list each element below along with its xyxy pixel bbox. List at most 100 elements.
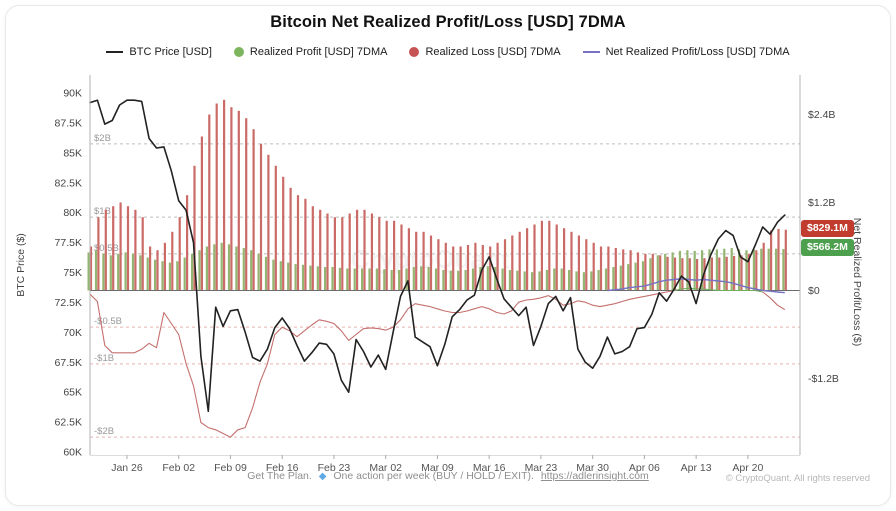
realized-profit-bar (338, 267, 341, 291)
realized-profit-bar (701, 250, 704, 291)
realized-profit-bar (560, 268, 563, 291)
realized-profit-bar (782, 249, 785, 291)
svg-text:$2B: $2B (94, 133, 111, 144)
realized-profit-bar (641, 261, 645, 291)
realized-profit-bar (220, 242, 223, 291)
svg-text:72.5K: 72.5K (55, 297, 82, 309)
realized-loss-bar (393, 220, 396, 291)
realized-loss-bar (444, 242, 447, 291)
realized-loss-bar (511, 235, 514, 291)
realized-loss-bar (555, 224, 558, 291)
realized-loss-bar (718, 257, 721, 291)
page-title: Bitcoin Net Realized Profit/Loss [USD] 7… (270, 13, 626, 31)
realized-profit-bar (745, 250, 748, 291)
realized-profit-bar (664, 253, 667, 291)
realized-loss-bar (215, 103, 218, 291)
realized-loss-value-badge: $829.1M (801, 220, 854, 237)
realized-profit-bar (775, 248, 778, 291)
realized-loss-bar (363, 209, 366, 291)
realized-loss-bar (496, 242, 499, 291)
realized-profit-bar (353, 268, 356, 291)
svg-text:67.5K: 67.5K (55, 357, 82, 369)
realized-loss-bar (348, 213, 351, 291)
realized-loss-bar (733, 256, 736, 291)
realized-profit-bar (117, 253, 120, 291)
footer-link[interactable]: https://adlerinsight.com (540, 470, 649, 482)
net-realized-line (89, 287, 786, 438)
realized-profit-bar (479, 267, 482, 291)
left-axis-title: BTC Price ($) (15, 233, 27, 297)
realized-profit-bar (738, 249, 741, 291)
realized-profit-bar (176, 261, 179, 291)
svg-text:Mar 30: Mar 30 (576, 462, 609, 474)
realized-profit-bar (146, 257, 149, 291)
realized-loss-bar (585, 239, 588, 291)
realized-loss-bar (311, 206, 314, 291)
legend-item-realized-profit[interactable]: Realized Profit [USD] 7DMA (233, 46, 387, 58)
realized-loss-bar (636, 252, 640, 291)
legend-label: BTC Price [USD] (129, 46, 212, 58)
realized-loss-bar (570, 231, 573, 291)
realized-loss-bar (385, 220, 388, 291)
realized-loss-bar (370, 213, 373, 291)
realized-profit-bar (767, 248, 770, 291)
svg-text:75K: 75K (63, 267, 82, 279)
realized-profit-bar (390, 270, 393, 291)
realized-profit-bar (619, 265, 622, 291)
realized-profit-bar (464, 270, 467, 291)
realized-profit-bar (538, 271, 541, 291)
realized-loss-bar (503, 239, 507, 291)
realized-profit-bar (604, 268, 608, 291)
realized-loss-bar (149, 246, 152, 291)
realized-loss-bar (119, 202, 122, 291)
realized-loss-bar (710, 257, 713, 291)
svg-text:Feb 16: Feb 16 (266, 462, 299, 474)
footer-text-mid: One action per week (BUY / HOLD / EXIT). (333, 470, 534, 482)
realized-profit-bar (287, 262, 290, 291)
realized-profit-bar (457, 270, 460, 291)
realized-profit-bar (752, 249, 755, 291)
btc-price-line (89, 99, 786, 413)
realized-profit-bar (375, 268, 378, 291)
realized-loss-bar (777, 228, 780, 291)
realized-profit-bar (398, 270, 401, 291)
realized-profit-bar (131, 253, 135, 291)
legend-item-net-realized[interactable]: Net Realized Profit/Loss [USD] 7DMA (582, 46, 790, 58)
realized-loss-bar (518, 231, 521, 291)
legend-item-btc-price[interactable]: BTC Price [USD] (106, 46, 212, 58)
realized-loss-bar (296, 195, 300, 291)
legend-item-realized-loss[interactable]: Realized Loss [USD] 7DMA (409, 46, 561, 58)
realized-loss-bar (186, 195, 189, 291)
realized-profit-bar (412, 267, 415, 291)
realized-profit-bar (686, 250, 689, 291)
realized-profit-bar (191, 253, 194, 291)
svg-text:60K: 60K (63, 447, 82, 459)
realized-loss-bar (112, 206, 115, 291)
footer: Get The Plan. ◆ One action per week (BUY… (0, 470, 896, 482)
realized-loss-bar (673, 257, 677, 291)
svg-text:-$0.5B: -$0.5B (94, 316, 122, 327)
svg-text:$1.2B: $1.2B (808, 197, 835, 209)
realized-loss-bar (356, 209, 359, 291)
realized-profit-bar (442, 270, 445, 291)
realized-loss-bar (437, 239, 440, 291)
realized-profit-bar (612, 267, 615, 291)
legend: BTC Price [USD] Realized Profit [USD] 7D… (0, 46, 896, 58)
realized-profit-bar (708, 249, 711, 291)
realized-loss-bar (245, 118, 248, 291)
realized-loss-bar (755, 250, 758, 291)
svg-text:Mar 09: Mar 09 (421, 462, 454, 474)
realized-loss-bar (666, 256, 669, 291)
realized-profit-bar (331, 267, 334, 291)
realized-profit-bar (198, 250, 201, 291)
realized-loss-bar (651, 253, 654, 291)
svg-text:$2.4B: $2.4B (808, 109, 835, 121)
realized-loss-bar (319, 209, 322, 291)
realized-profit-bar (227, 244, 231, 291)
realized-loss-bar (540, 220, 543, 291)
realized-loss-bar (526, 228, 529, 291)
realized-loss-bar (452, 246, 455, 291)
svg-text:Apr 13: Apr 13 (681, 462, 712, 474)
svg-text:Mar 23: Mar 23 (525, 462, 558, 474)
